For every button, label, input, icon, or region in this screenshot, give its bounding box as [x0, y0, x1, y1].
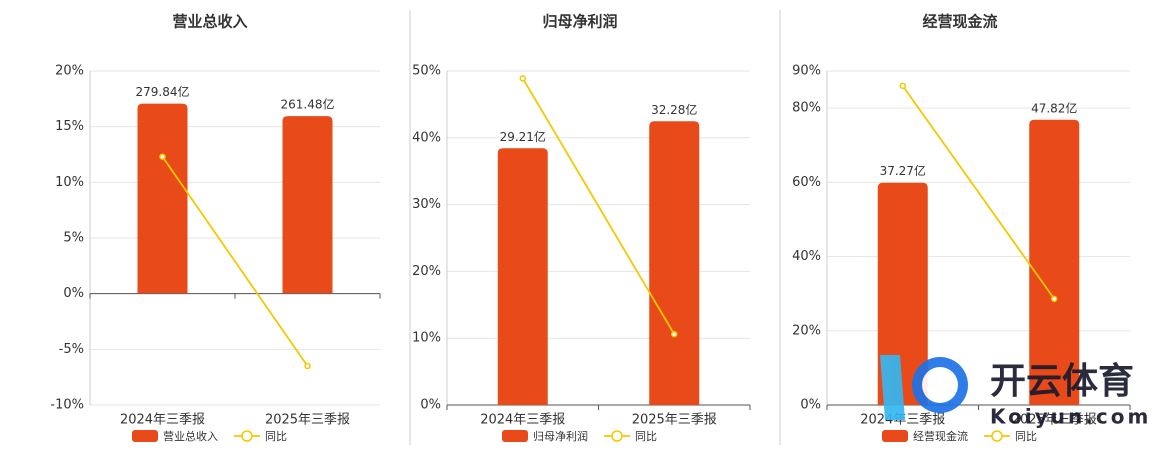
y-tick-label: 15% — [55, 119, 84, 134]
legend-swatch — [132, 430, 158, 442]
y-tick-label: 10% — [412, 331, 441, 346]
y-tick-label: 0% — [420, 398, 441, 413]
line-point — [159, 153, 166, 160]
legend-swatch — [241, 430, 253, 442]
legend-label: 同比 — [265, 430, 287, 443]
data-label: 29.21亿 — [500, 129, 546, 144]
y-tick-label: 40% — [792, 249, 821, 264]
data-label: 279.84亿 — [136, 84, 190, 99]
bar — [877, 182, 928, 405]
logo-k — [880, 355, 905, 420]
legend-label: 营业总收入 — [163, 429, 218, 443]
line-point — [671, 330, 678, 338]
line — [521, 77, 676, 335]
y-tick-label: 5% — [63, 231, 84, 246]
y-tick-label: 60% — [792, 175, 821, 190]
line-point — [899, 82, 906, 90]
charts: 营业总收入 -10% -5% 0% 5% 10% 15% 20% 2024年三季报 2025年三季… — [50, 13, 1131, 443]
watermark-brand: 开云体育 — [990, 361, 1134, 402]
chart-title: 归母净利润 — [542, 13, 617, 31]
x-tick-label: 2025年三季报 — [632, 413, 717, 428]
legend-label: 同比 — [635, 430, 657, 443]
watermark-site: Koiyun.com — [990, 405, 1151, 429]
chart-title: 营业总收入 — [172, 13, 247, 31]
bar — [282, 116, 333, 294]
y-tick-label: 80% — [792, 101, 821, 116]
data-label: 47.82亿 — [1031, 100, 1077, 115]
line — [161, 156, 309, 367]
y-tick-label: 30% — [412, 197, 441, 212]
y-tick-label: 40% — [412, 130, 441, 145]
y-tick-label: 90% — [792, 64, 821, 79]
y-tick-label: 20% — [792, 323, 821, 338]
y-tick-label: -5% — [59, 342, 84, 357]
y-tick-label: 20% — [55, 64, 84, 79]
data-label: 32.28亿 — [651, 102, 697, 117]
bar — [1029, 119, 1080, 406]
legend-label: 经营现金流 — [913, 429, 968, 443]
bar — [497, 148, 548, 406]
y-tick-label: 0% — [800, 398, 821, 413]
line-point — [1051, 295, 1058, 303]
x-tick-label: 2025年三季报 — [1012, 413, 1097, 428]
x-tick-label: 2025年三季报 — [265, 413, 350, 428]
legend-swatch — [991, 430, 1003, 442]
legend-label: 归母净利润 — [533, 429, 588, 443]
watermark: 开云体育 Koiyun.com — [880, 355, 1151, 429]
x-tick-label: 2024年三季报 — [480, 413, 565, 428]
y-tick-label: 20% — [412, 264, 441, 279]
legend-label: 同比 — [1015, 430, 1037, 443]
line — [902, 85, 1055, 300]
y-tick-label: 10% — [55, 175, 84, 190]
data-label: 261.48亿 — [281, 97, 335, 112]
x-tick-label: 2024年三季报 — [120, 413, 205, 428]
chart-title: 经营现金流 — [922, 13, 997, 31]
data-label: 37.27亿 — [880, 163, 926, 178]
y-tick-label: -10% — [50, 398, 84, 413]
legend-swatch — [611, 430, 623, 442]
y-tick-label: 0% — [63, 286, 84, 301]
line-point — [304, 362, 311, 370]
legend-swatch — [882, 430, 908, 442]
legend-swatch — [502, 430, 528, 442]
line-point — [519, 75, 526, 82]
bar — [649, 121, 700, 405]
logo-ball-inner — [922, 367, 958, 403]
bar — [137, 103, 188, 294]
y-tick-label: 50% — [412, 64, 441, 79]
